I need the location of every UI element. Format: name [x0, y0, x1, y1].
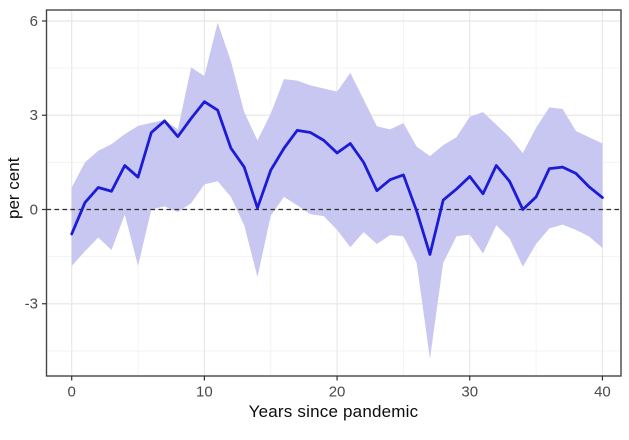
x-tick-label: 10: [196, 384, 213, 401]
point-estimate-line: [70, 100, 604, 256]
x-tick-label: 30: [461, 384, 478, 401]
y-tick-label: -3: [25, 296, 38, 313]
panel-border: [45, 9, 622, 377]
y-tick-label: 6: [30, 13, 38, 30]
confidence-band: [71, 22, 603, 359]
x-tick-label: 40: [594, 384, 611, 401]
x-tick-label: 20: [329, 384, 346, 401]
x-axis-title: Years since pandemic: [248, 402, 419, 421]
x-tick-label: 0: [68, 384, 76, 401]
y-axis-title: per cent: [4, 157, 23, 219]
y-tick-label: 0: [30, 201, 38, 218]
y-tick-label: 3: [30, 107, 38, 124]
